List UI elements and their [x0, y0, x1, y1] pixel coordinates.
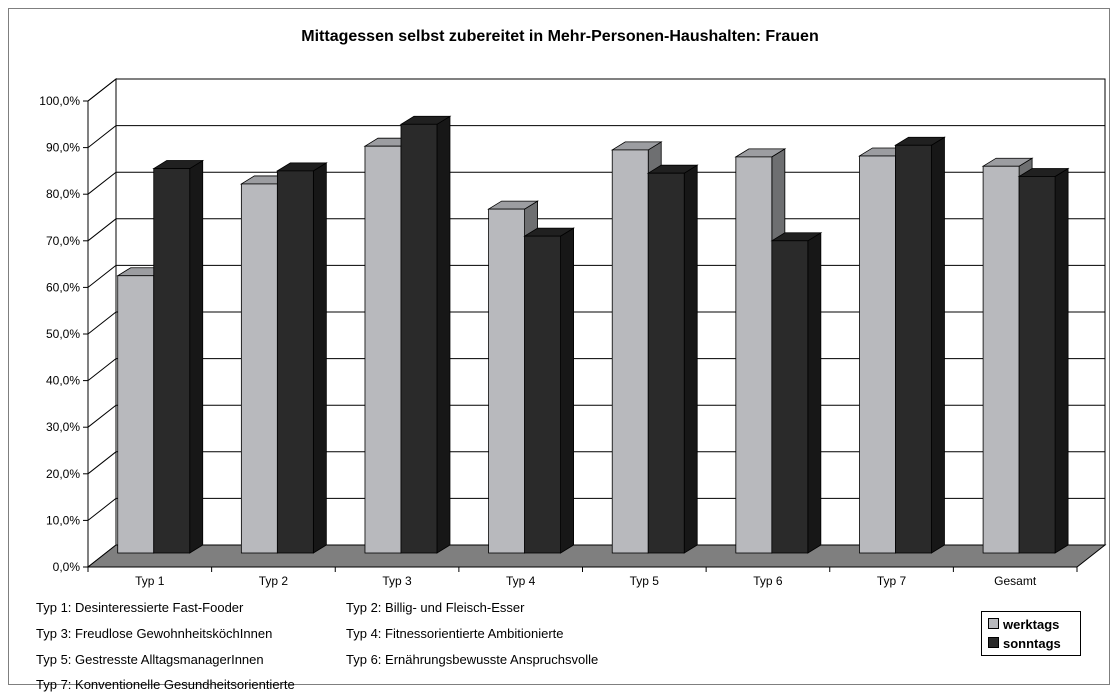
- bar-sonntags-typ-5: [647, 172, 685, 554]
- gridline: [87, 125, 1105, 148]
- bar-werktags-typ-2: [240, 183, 278, 554]
- legend-item-sonntags: sonntags: [988, 636, 1061, 652]
- y-tick-label: 40,0%: [46, 374, 80, 388]
- y-tick-label: 30,0%: [46, 420, 80, 434]
- x-tick-label: Typ 5: [630, 574, 660, 588]
- type-notes: Typ 1: Desinteressierte Fast-Fooder Typ …: [36, 600, 936, 692]
- legend-swatch-sonntags: [988, 637, 999, 648]
- x-tick-label: Typ 6: [753, 574, 783, 588]
- bar-sonntags-typ-7-side: [931, 136, 945, 554]
- note-typ-4: Typ 4: Fitnessorientierte Ambitionierte: [346, 626, 564, 641]
- bar-sonntags-gesamt: [1018, 176, 1056, 554]
- bar-sonntags-typ-6-side: [807, 232, 822, 554]
- bar-sonntags-typ-4: [524, 235, 561, 554]
- note-typ-2: Typ 2: Billig- und Fleisch-Esser: [346, 600, 525, 615]
- y-tick-label: 20,0%: [46, 467, 80, 481]
- bar-sonntags-typ-1: [153, 168, 191, 554]
- legend-item-werktags: werktags: [988, 617, 1059, 633]
- gridline: [87, 78, 1105, 102]
- x-tick-label: Typ 4: [506, 574, 536, 588]
- y-tick-label: 90,0%: [46, 141, 80, 155]
- bar-werktags-typ-6: [735, 156, 773, 554]
- note-typ-5: Typ 5: Gestresste AlltagsmanagerInnen: [36, 652, 264, 667]
- y-tick-label: 100,0%: [39, 94, 80, 108]
- bar-werktags-typ-3: [364, 145, 402, 554]
- x-tick-label: Typ 1: [135, 574, 165, 588]
- x-tick-label: Typ 2: [259, 574, 289, 588]
- note-typ-1: Typ 1: Desinteressierte Fast-Fooder: [36, 600, 244, 615]
- y-tick-label: 60,0%: [46, 280, 80, 294]
- legend: werktags sonntags: [981, 611, 1081, 656]
- bar-werktags-typ-4: [488, 208, 526, 554]
- y-tick-label: 70,0%: [46, 234, 80, 248]
- bar-sonntags-typ-1-side: [189, 159, 204, 554]
- y-tick-label: 0,0%: [53, 560, 81, 574]
- legend-label-werktags: werktags: [1003, 617, 1060, 632]
- legend-label-sonntags: sonntags: [1003, 636, 1061, 651]
- legend-swatch-werktags: [988, 618, 999, 629]
- y-tick-label: 50,0%: [46, 327, 80, 341]
- bar-sonntags-typ-2: [276, 170, 314, 554]
- bar-werktags-gesamt: [982, 165, 1020, 554]
- bar-sonntags-typ-6: [771, 240, 809, 554]
- chart-plot: 0,0% 10,0% 20,0% 30,0% 40,0% 50,0% 60,0% 70,0% 8…: [39, 77, 1107, 588]
- bar-werktags-typ-5: [611, 149, 649, 554]
- bar-sonntags-typ-2-side: [312, 162, 327, 554]
- note-typ-6: Typ 6: Ernährungsbewusste Anspruchsvolle: [346, 652, 599, 667]
- y-tick-label: 80,0%: [46, 187, 80, 201]
- bar-sonntags-gesamt-side: [1054, 167, 1069, 554]
- bar-sonntags-typ-5-side: [683, 164, 698, 554]
- note-typ-7: Typ 7: Konventionelle Gesundheitsorienti…: [36, 677, 295, 692]
- bar-werktags-typ-7: [859, 155, 896, 554]
- plot-floor: [86, 544, 1107, 568]
- x-tick-label: Gesamt: [994, 574, 1037, 588]
- bar-werktags-typ-1: [117, 275, 155, 554]
- bar-sonntags-typ-4-side: [560, 227, 574, 554]
- bar-sonntags-typ-3-side: [436, 115, 451, 554]
- chart-title: Mittagessen selbst zubereitet in Mehr-Pe…: [301, 28, 819, 45]
- y-tick-label: 10,0%: [46, 513, 80, 527]
- x-tick-label: Typ 7: [877, 574, 907, 588]
- x-tick-label: Typ 3: [382, 574, 412, 588]
- bar-sonntags-typ-7: [895, 144, 932, 554]
- bar-sonntags-typ-3: [400, 123, 438, 554]
- note-typ-3: Typ 3: Freudlose GewohnheitsköchInnen: [36, 626, 273, 641]
